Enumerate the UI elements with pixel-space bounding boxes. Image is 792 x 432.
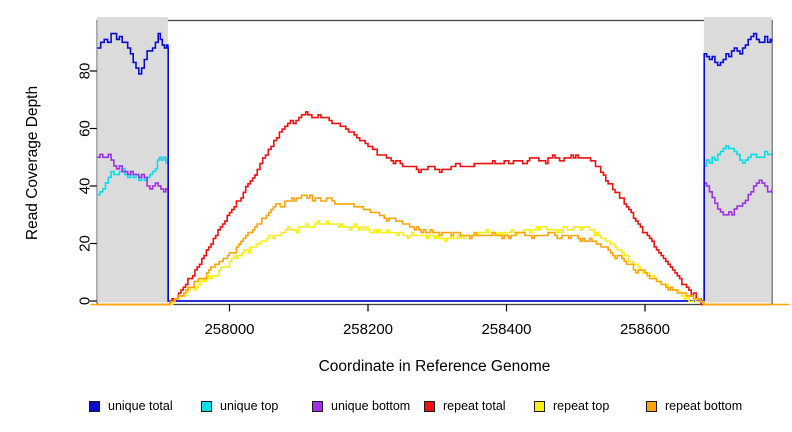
- series-line-unique-total: [97, 32, 773, 302]
- coverage-plot-canvas: 258000 258200 258400 258600 0 20 40 60 80: [76, 17, 790, 338]
- repeat-total-swatch-icon: [424, 401, 435, 412]
- shaded-flank-region-1: [703, 17, 772, 303]
- x-tick-label: 258200: [343, 321, 393, 338]
- legend-label: unique bottom: [331, 399, 411, 413]
- legend-label: unique total: [108, 399, 173, 413]
- y-axis-title: Read Coverage Depth: [24, 85, 41, 241]
- legend-item-repeat-total: repeat total: [424, 400, 506, 413]
- y-tick-label: 80: [76, 63, 93, 80]
- y-tick-label: 0: [76, 297, 93, 305]
- series-line-repeat-top: [97, 220, 772, 306]
- shaded-flank-region-0: [97, 17, 168, 303]
- legend-item-unique-total: unique total: [89, 400, 173, 413]
- legend-label: repeat bottom: [665, 399, 743, 413]
- legend-label: repeat total: [443, 399, 506, 413]
- legend-item-repeat-bottom: repeat bottom: [646, 400, 742, 413]
- unique-top-swatch-icon: [201, 401, 212, 412]
- series-line-repeat-bottom: [90, 194, 790, 306]
- x-tick-label: 258400: [481, 321, 531, 338]
- legend-item-unique-bottom: unique bottom: [312, 400, 410, 413]
- legend-label: unique top: [220, 399, 279, 413]
- legend-item-unique-top: unique top: [201, 400, 278, 413]
- x-tick-label: 258000: [204, 321, 254, 338]
- x-axis-title: Coordinate in Reference Genome: [318, 358, 551, 375]
- series-line-repeat-total: [97, 111, 772, 306]
- plot-box: [96, 19, 773, 306]
- y-tick-label: 60: [76, 120, 93, 137]
- repeat-bottom-swatch-icon: [646, 401, 657, 412]
- unique-bottom-swatch-icon: [312, 401, 323, 412]
- x-tick-label: 258600: [620, 321, 670, 338]
- legend-item-repeat-top: repeat top: [534, 400, 609, 413]
- y-tick-label: 40: [76, 178, 93, 195]
- unique-total-swatch-icon: [89, 401, 100, 412]
- y-tick-label: 20: [76, 235, 93, 252]
- repeat-top-swatch-icon: [534, 401, 545, 412]
- legend-label: repeat top: [553, 399, 610, 413]
